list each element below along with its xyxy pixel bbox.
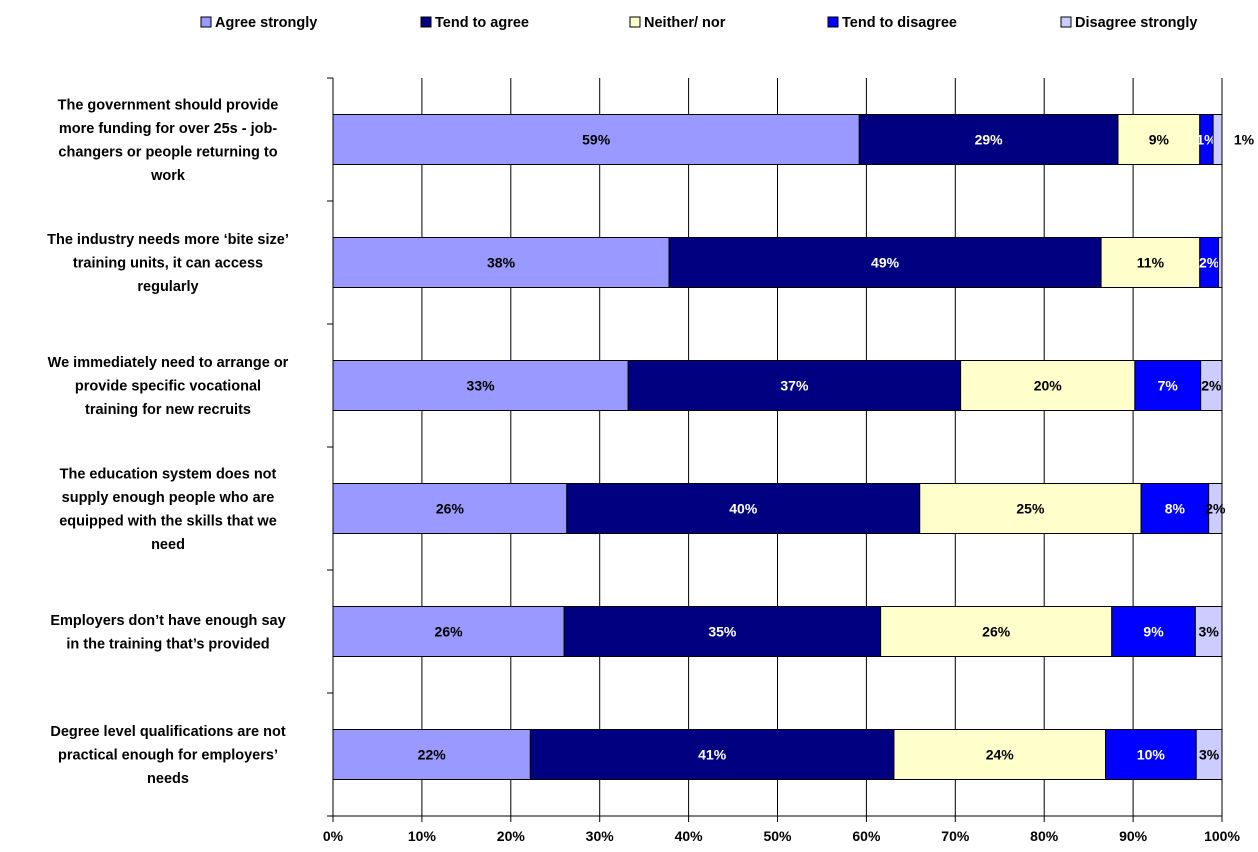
bar-segment [332,729,531,780]
data-label: 2% [1201,378,1222,394]
bar-segment [332,237,670,288]
bar-segment [1194,606,1223,657]
data-label: 7% [1158,378,1179,394]
data-label: 1% [1234,132,1255,148]
data-label: 26% [982,624,1011,640]
legend-swatch [629,16,641,28]
bar-segment [332,360,629,411]
legend-swatch [200,16,212,28]
legend-label: Agree strongly [215,15,317,31]
x-tick-label: 0% [323,828,344,844]
data-label: 8% [1165,501,1186,517]
data-label: 20% [1034,378,1063,394]
x-tick-label: 70% [941,828,970,844]
category-label: The education system does not supply enou… [59,466,277,553]
legend-label: Disagree strongly [1075,15,1198,31]
bar-segment [919,483,1142,534]
bar-segment [332,114,860,165]
legend-label: Tend to agree [435,15,529,31]
legend-label: Tend to disagree [842,15,957,31]
legend-label: Neither/ nor [644,15,726,31]
data-label: 10% [1137,747,1166,763]
data-label: 37% [780,378,809,394]
category-label: We immediately need to arrange or provide… [48,355,289,418]
bar-segment [1134,360,1202,411]
data-label: 35% [708,624,737,640]
legend-swatch [1060,16,1072,28]
data-label: 49% [871,255,900,271]
bar-segment [529,729,895,780]
bar-segment [1111,606,1196,657]
data-label: 38% [487,255,516,271]
axes [327,77,1223,822]
bars: 59% 29% 9% 1% 1% 38% 49% 11% 2% 33% 37% 20% 7% 2% 26% 4… [332,114,1255,780]
gridlines [332,78,1223,816]
category-label: Degree level qualifications are not pract… [50,724,285,787]
bar-segment [563,606,882,657]
x-tick-labels: 0% 10% 20% 30% 40% 50% 60% 70% 80% 90% 100% [323,828,1241,844]
x-tick-label: 50% [763,828,792,844]
bar-segment [332,606,565,657]
x-tick-label: 30% [586,828,615,844]
bar-segment [880,606,1113,657]
x-tick-label: 10% [408,828,437,844]
category-label: The government should provide more fundin… [58,97,279,184]
bar-segment [1217,237,1223,288]
data-label: 1% [1196,132,1217,148]
x-tick-label: 20% [497,828,526,844]
legend-item: Disagree strongly [1060,15,1198,31]
x-tick-label: 100% [1204,828,1240,844]
data-label: 59% [582,132,611,148]
legend-item: Neither/ nor [629,15,726,31]
bar-segment [960,360,1136,411]
legend-item: Tend to disagree [827,15,957,31]
data-label: 24% [986,747,1015,763]
data-label: 26% [435,624,464,640]
data-label: 41% [698,747,727,763]
legend-swatch [827,16,839,28]
bar-segment [566,483,921,534]
category-label: The industry needs more ‘bite size’ train… [47,232,289,295]
x-tick-label: 40% [675,828,704,844]
data-label: 29% [975,132,1004,148]
category-labels: The government should provide more fundin… [47,97,289,787]
data-label: 9% [1149,132,1170,148]
data-label: 2% [1199,255,1220,271]
data-label: 3% [1199,624,1220,640]
bar-segment [1195,729,1223,780]
bar-segment [1140,483,1210,534]
legend: Agree strongly Tend to agree Neither/ nor T… [200,15,1198,31]
legend-item: Tend to agree [420,15,529,31]
data-label: 40% [729,501,758,517]
data-label: 25% [1016,501,1045,517]
bar-segment [1212,114,1223,165]
legend-swatch [420,16,432,28]
bar-segment [858,114,1119,165]
bar-segment [1208,483,1223,534]
data-label: 22% [418,747,447,763]
bar-segment [1200,360,1223,411]
x-tick-label: 80% [1030,828,1059,844]
data-label: 26% [436,501,465,517]
data-label: 11% [1137,255,1165,271]
data-label: 3% [1199,747,1220,763]
x-tick-label: 90% [1119,828,1148,844]
category-label: Employers don’t have enough say in the tr… [50,613,285,653]
data-label: 9% [1143,624,1164,640]
data-label: 33% [467,378,496,394]
bar-segment [627,360,962,411]
x-tick-label: 60% [852,828,881,844]
legend-item: Agree strongly [200,15,317,31]
data-label: 2% [1205,501,1226,517]
